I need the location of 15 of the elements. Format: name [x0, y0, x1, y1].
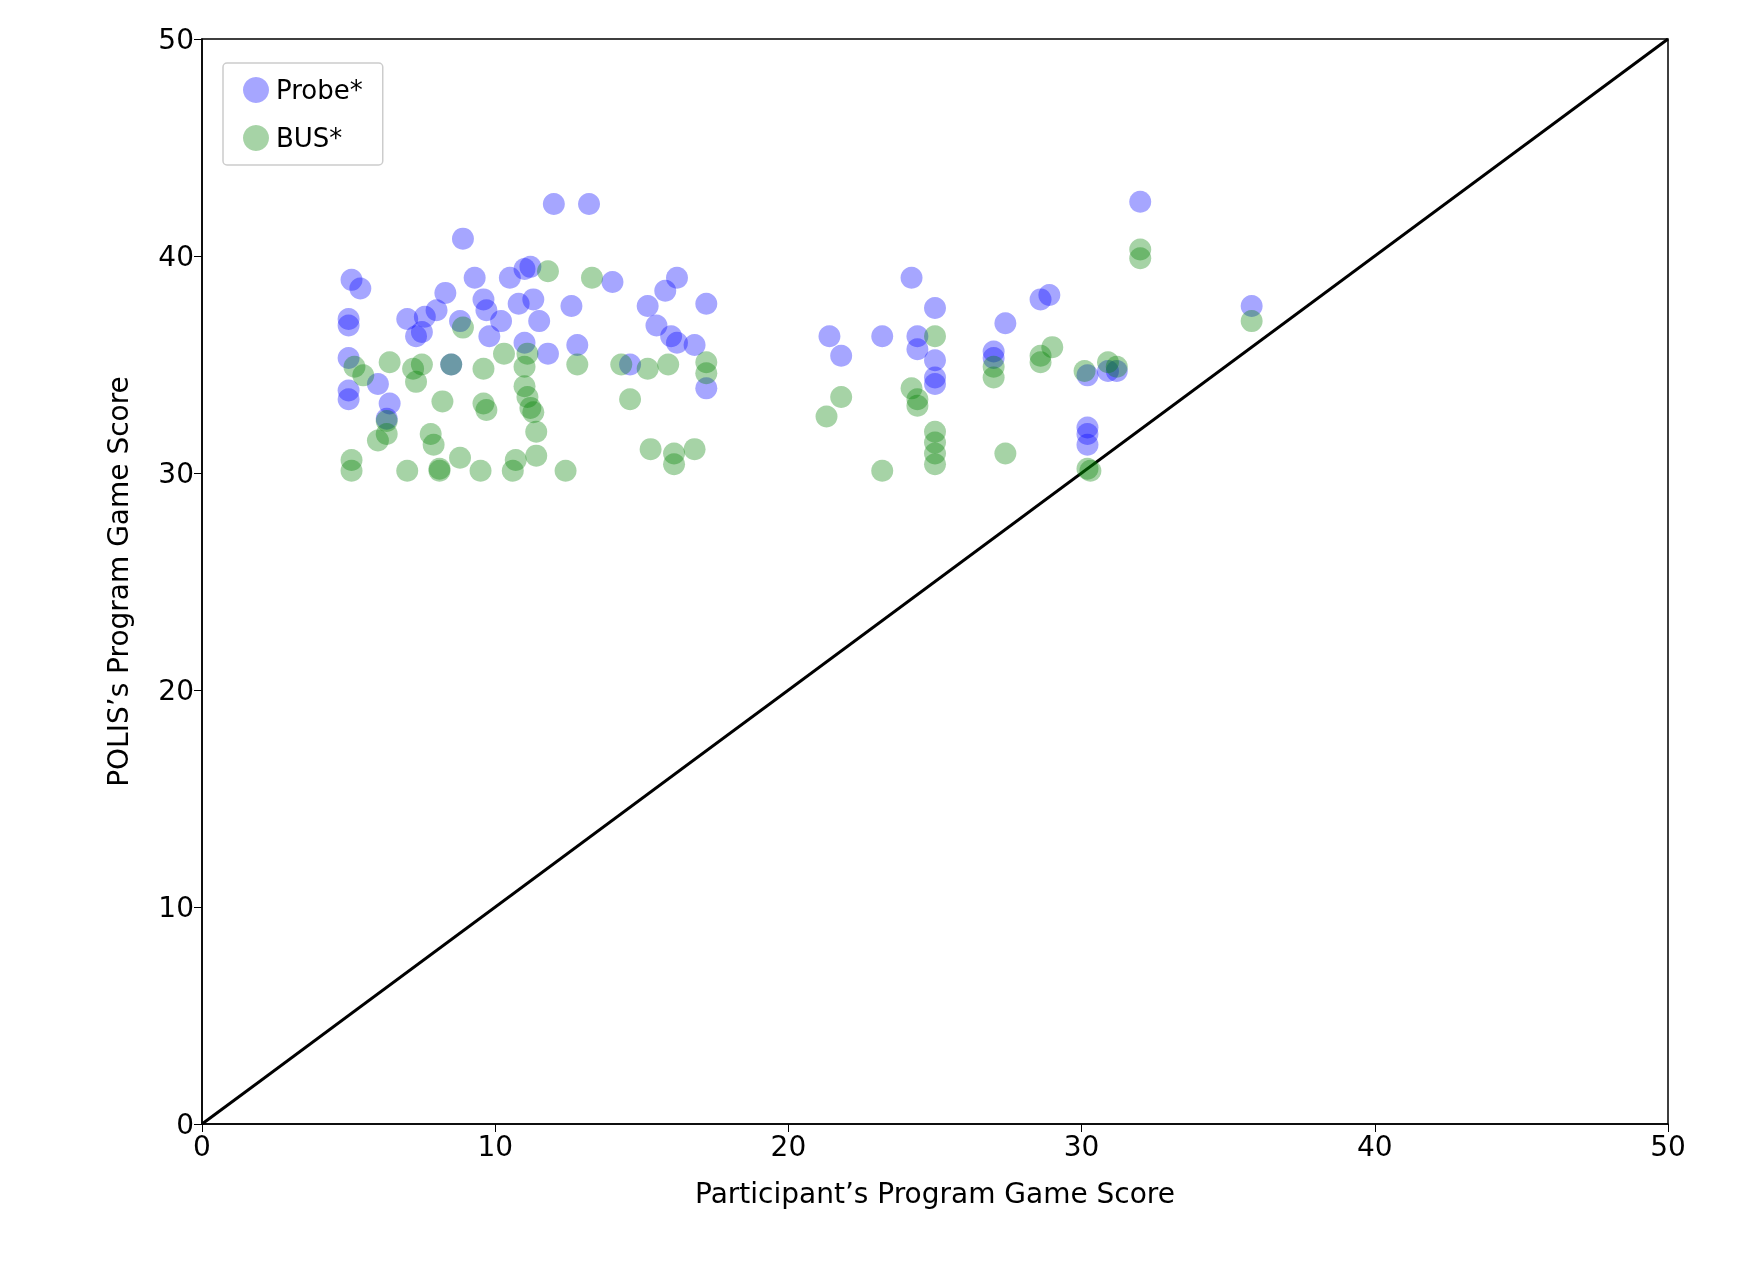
y-tick-label: 20 — [158, 673, 194, 707]
x-tick-label: 30 — [1063, 1129, 1100, 1163]
y-tick-label: 50 — [158, 22, 194, 56]
y-tick-label: 0 — [176, 1107, 194, 1141]
y-axis-title: POLIS’s Program Game Score — [101, 376, 135, 787]
legend-label: BUS* — [276, 123, 343, 153]
x-tick-label: 10 — [477, 1129, 514, 1163]
y-tick-label: 30 — [158, 456, 194, 490]
y-tick-label: 10 — [158, 890, 194, 924]
x-axis-title: Participant’s Program Game Score — [695, 1176, 1175, 1210]
x-tick-label: 50 — [1650, 1129, 1686, 1163]
x-tick-label: 40 — [1356, 1129, 1393, 1163]
y-tick-label: 40 — [158, 239, 194, 273]
legend-label: Probe* — [276, 75, 363, 105]
x-tick-label: 20 — [770, 1129, 807, 1163]
